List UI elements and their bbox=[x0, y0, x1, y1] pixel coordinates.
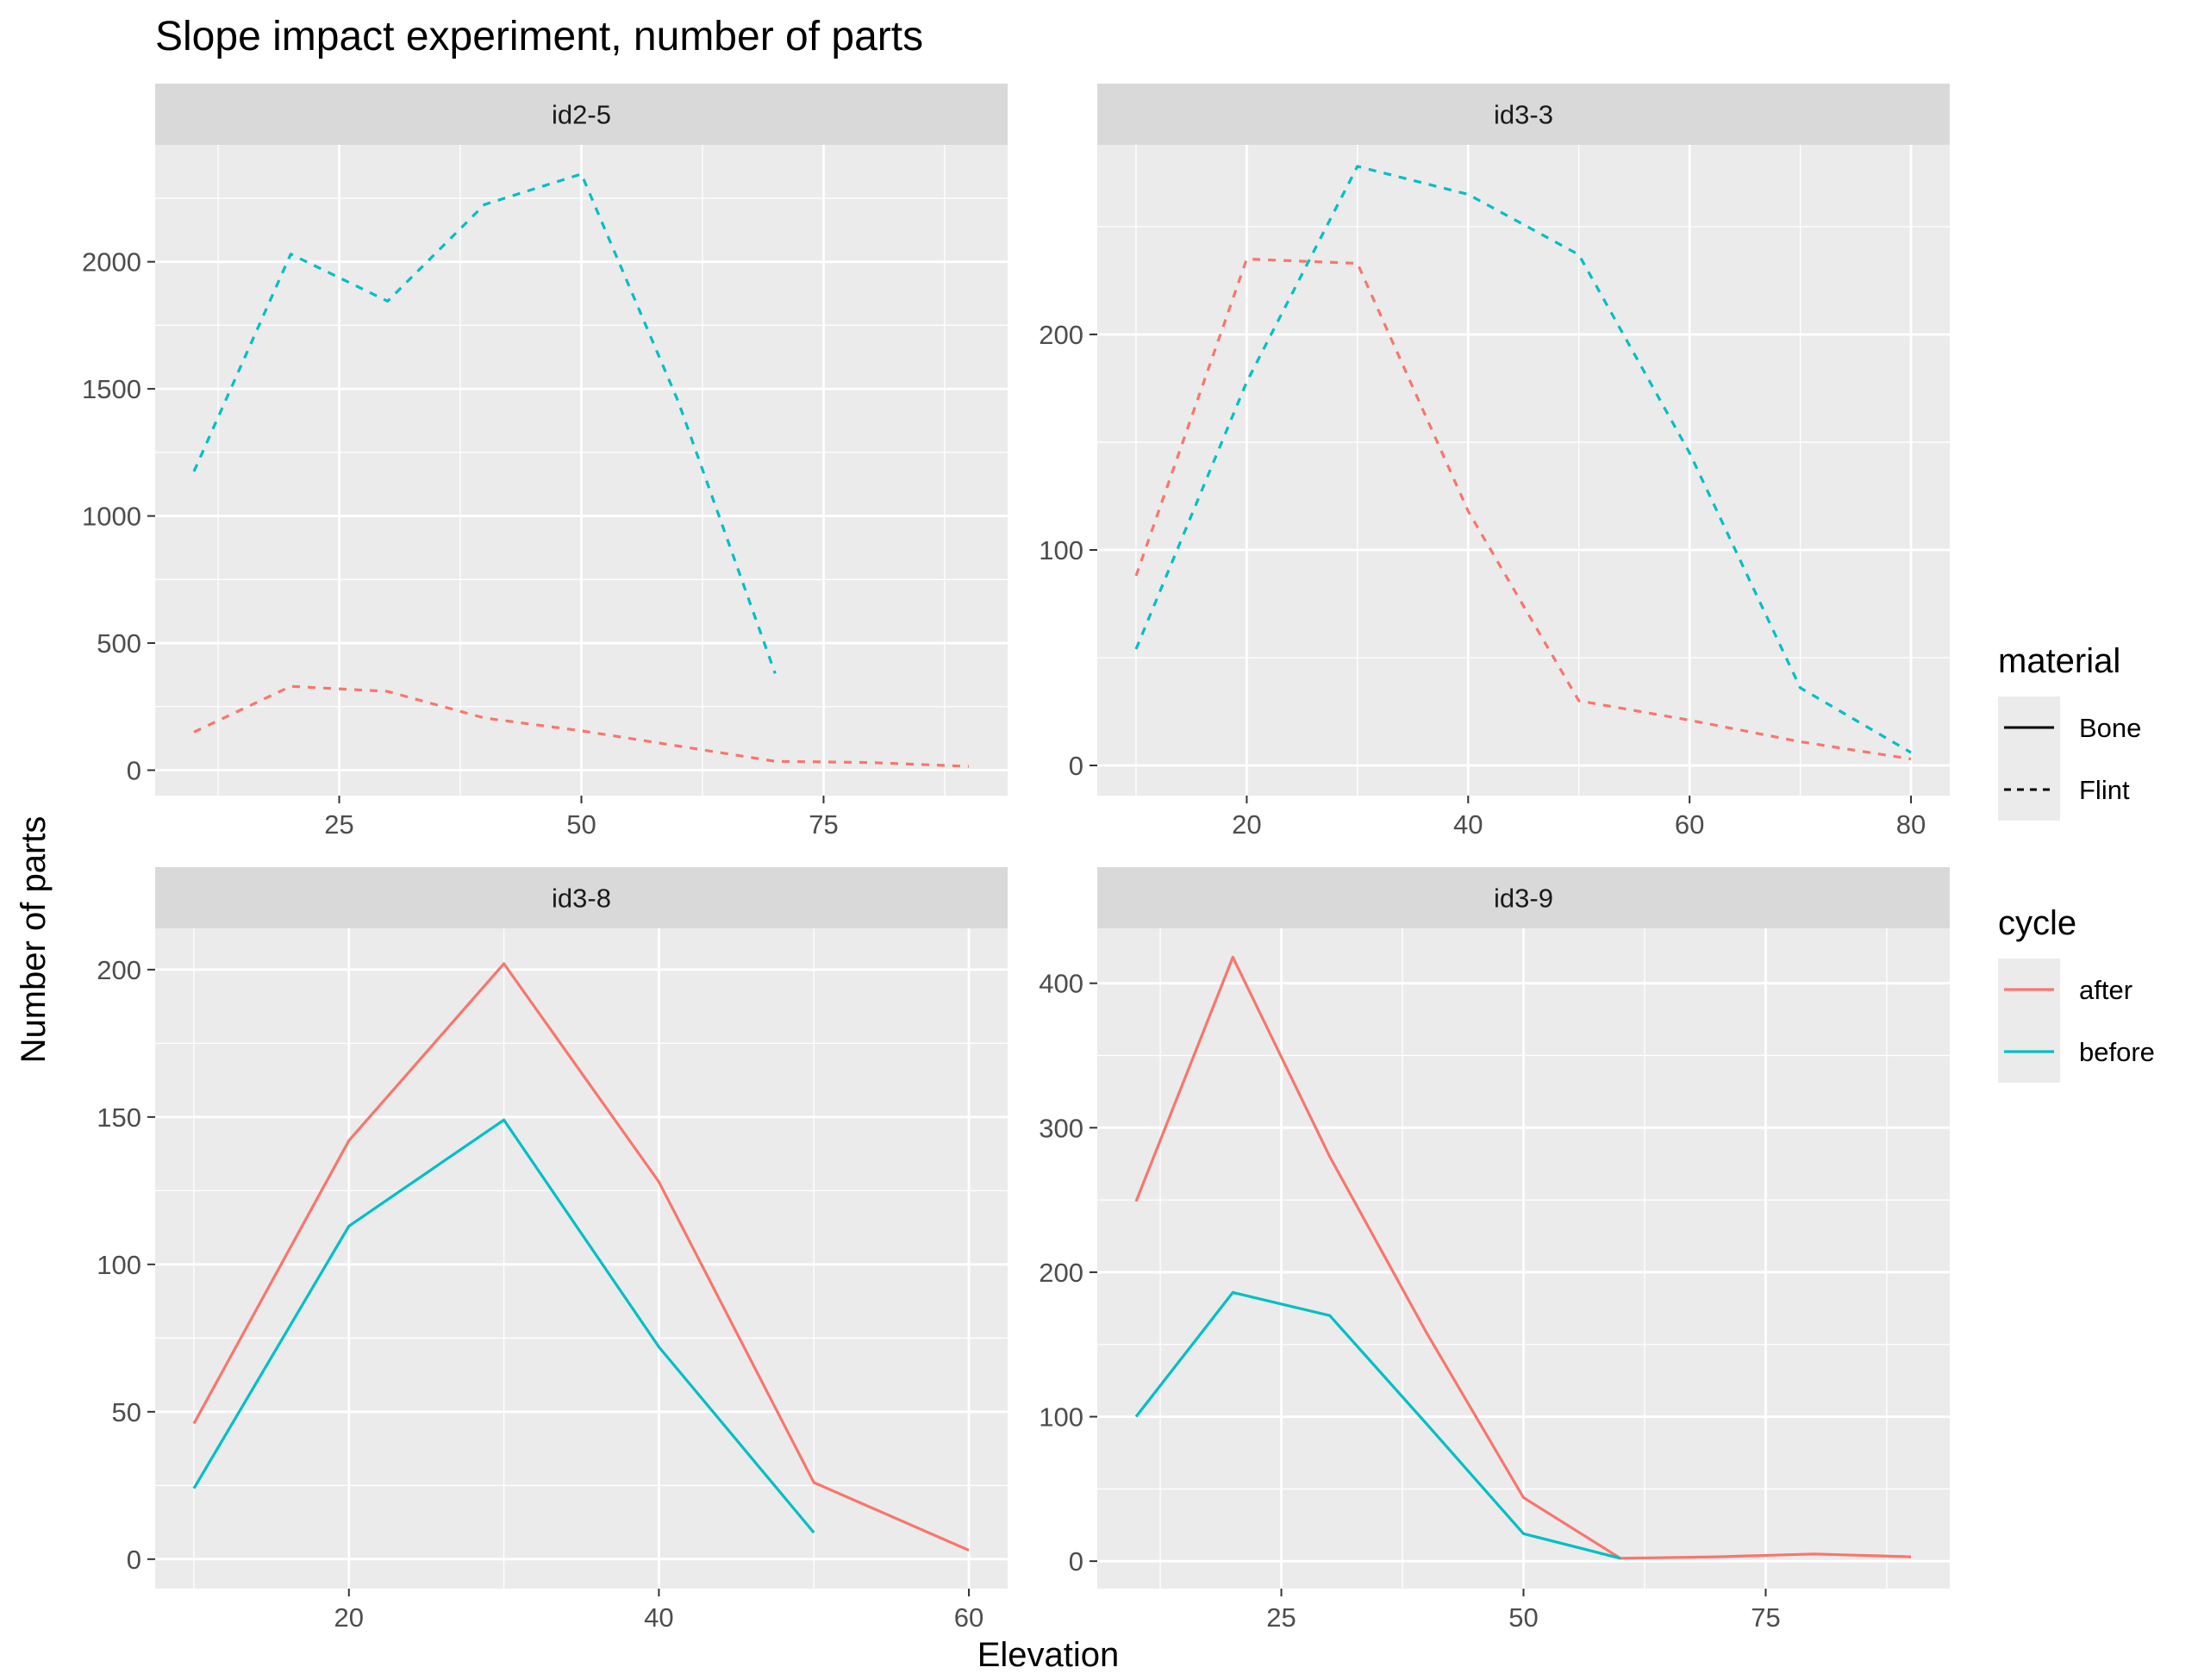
y-tick-label: 200 bbox=[97, 955, 141, 985]
series-line-after-flint bbox=[1134, 257, 1912, 761]
legend-label: after bbox=[2079, 975, 2132, 1005]
series-line-before-bone bbox=[1134, 1290, 1621, 1560]
legend-label: before bbox=[2079, 1037, 2155, 1067]
x-tick-label: 20 bbox=[1232, 809, 1261, 840]
series-line-before-flint bbox=[1134, 165, 1912, 754]
y-tick-label: 0 bbox=[127, 756, 141, 786]
x-tick-label: 25 bbox=[324, 809, 353, 840]
facet-strip bbox=[1097, 84, 1950, 145]
legend-title-cycle: cycle bbox=[1998, 904, 2076, 942]
series-line-after-bone bbox=[1134, 955, 1912, 1560]
y-tick-label: 1500 bbox=[82, 374, 141, 404]
y-tick-label: 500 bbox=[97, 628, 141, 659]
y-tick-label: 2000 bbox=[82, 247, 141, 278]
series-line-before-flint bbox=[192, 172, 777, 674]
legend-title-material: material bbox=[1998, 642, 2120, 680]
facet-label: id3-3 bbox=[1494, 100, 1553, 130]
y-tick-label: 200 bbox=[1039, 1258, 1083, 1288]
legend-label: Flint bbox=[2079, 775, 2130, 805]
chart-title: Slope impact experiment, number of parts bbox=[155, 14, 923, 59]
x-tick-label: 50 bbox=[566, 809, 596, 840]
facet-label: id2-5 bbox=[552, 100, 611, 130]
x-tick-label: 40 bbox=[1453, 809, 1483, 840]
series-line-before-bone bbox=[192, 1118, 815, 1534]
panel-id3-9: id3-9 25 50 75 0 100 200 300 400 bbox=[1039, 867, 1950, 1633]
y-tick-label: 150 bbox=[97, 1102, 141, 1133]
x-axis-title: Elevation bbox=[977, 1636, 1120, 1674]
x-tick-label: 40 bbox=[644, 1602, 673, 1633]
panel-background bbox=[155, 928, 1008, 1589]
panel-id2-5: id2-5 25 50 75 0 500 1000 1500 2000 bbox=[82, 84, 1008, 840]
facet-strip bbox=[155, 84, 1008, 145]
y-axis-title: Number of parts bbox=[15, 816, 53, 1064]
legend-label: Bone bbox=[2079, 713, 2141, 743]
x-tick-label: 75 bbox=[809, 809, 838, 840]
x-tick-label: 25 bbox=[1266, 1602, 1296, 1633]
x-tick-label: 50 bbox=[1508, 1602, 1538, 1633]
x-tick-label: 75 bbox=[1751, 1602, 1780, 1633]
panel-id3-3: id3-3 20 40 60 80 0 100 200 bbox=[1039, 84, 1950, 840]
panel-background bbox=[1097, 145, 1950, 796]
x-tick-label: 60 bbox=[954, 1602, 983, 1633]
facet-label: id3-9 bbox=[1494, 884, 1553, 914]
panel-id3-8: id3-8 20 40 60 0 50 100 150 200 bbox=[97, 867, 1008, 1633]
y-tick-label: 1000 bbox=[82, 502, 141, 532]
facet-strip bbox=[1097, 867, 1950, 928]
y-tick-label: 300 bbox=[1039, 1113, 1083, 1143]
y-tick-label: 0 bbox=[127, 1545, 141, 1575]
y-tick-label: 200 bbox=[1039, 320, 1083, 350]
y-tick-label: 400 bbox=[1039, 969, 1083, 999]
facet-label: id3-8 bbox=[552, 884, 611, 914]
x-tick-label: 20 bbox=[334, 1602, 364, 1633]
x-tick-label: 60 bbox=[1675, 809, 1704, 840]
y-tick-label: 0 bbox=[1069, 1546, 1083, 1577]
facet-strip bbox=[155, 867, 1008, 928]
series-line-after-bone bbox=[192, 962, 970, 1552]
legend: material Bone Flint cycle after before bbox=[1998, 642, 2155, 1083]
y-tick-label: 0 bbox=[1069, 751, 1083, 781]
x-tick-label: 80 bbox=[1896, 809, 1926, 840]
y-tick-label: 50 bbox=[112, 1397, 141, 1427]
y-tick-label: 100 bbox=[1039, 535, 1083, 565]
y-tick-label: 100 bbox=[97, 1250, 141, 1280]
y-tick-label: 100 bbox=[1039, 1402, 1083, 1433]
